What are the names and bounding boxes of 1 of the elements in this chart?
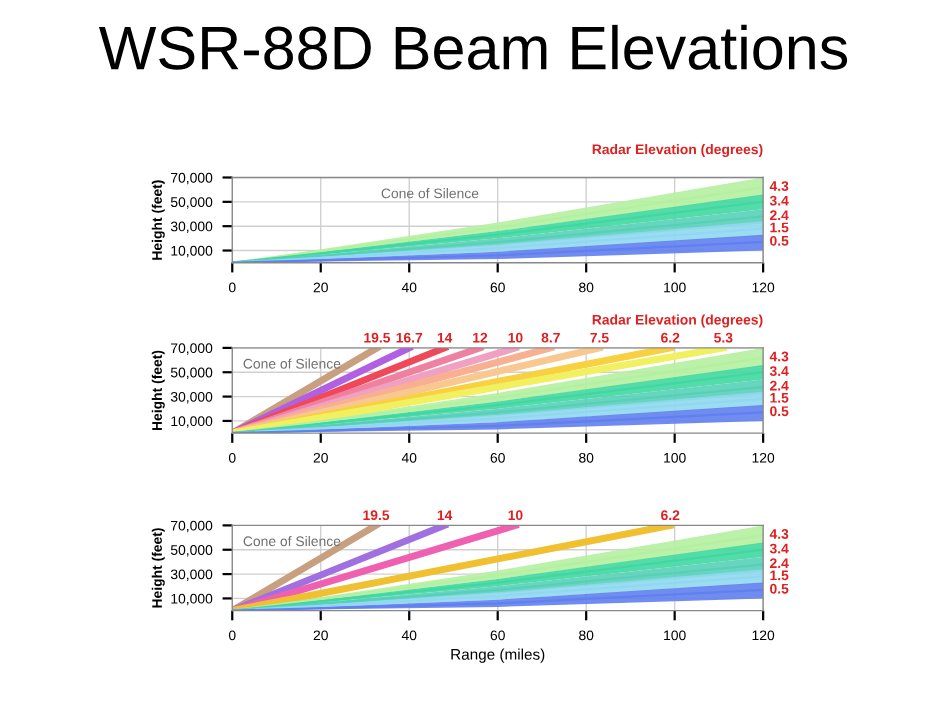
chart-title: WSR-88D Beam Elevations [98,24,848,70]
